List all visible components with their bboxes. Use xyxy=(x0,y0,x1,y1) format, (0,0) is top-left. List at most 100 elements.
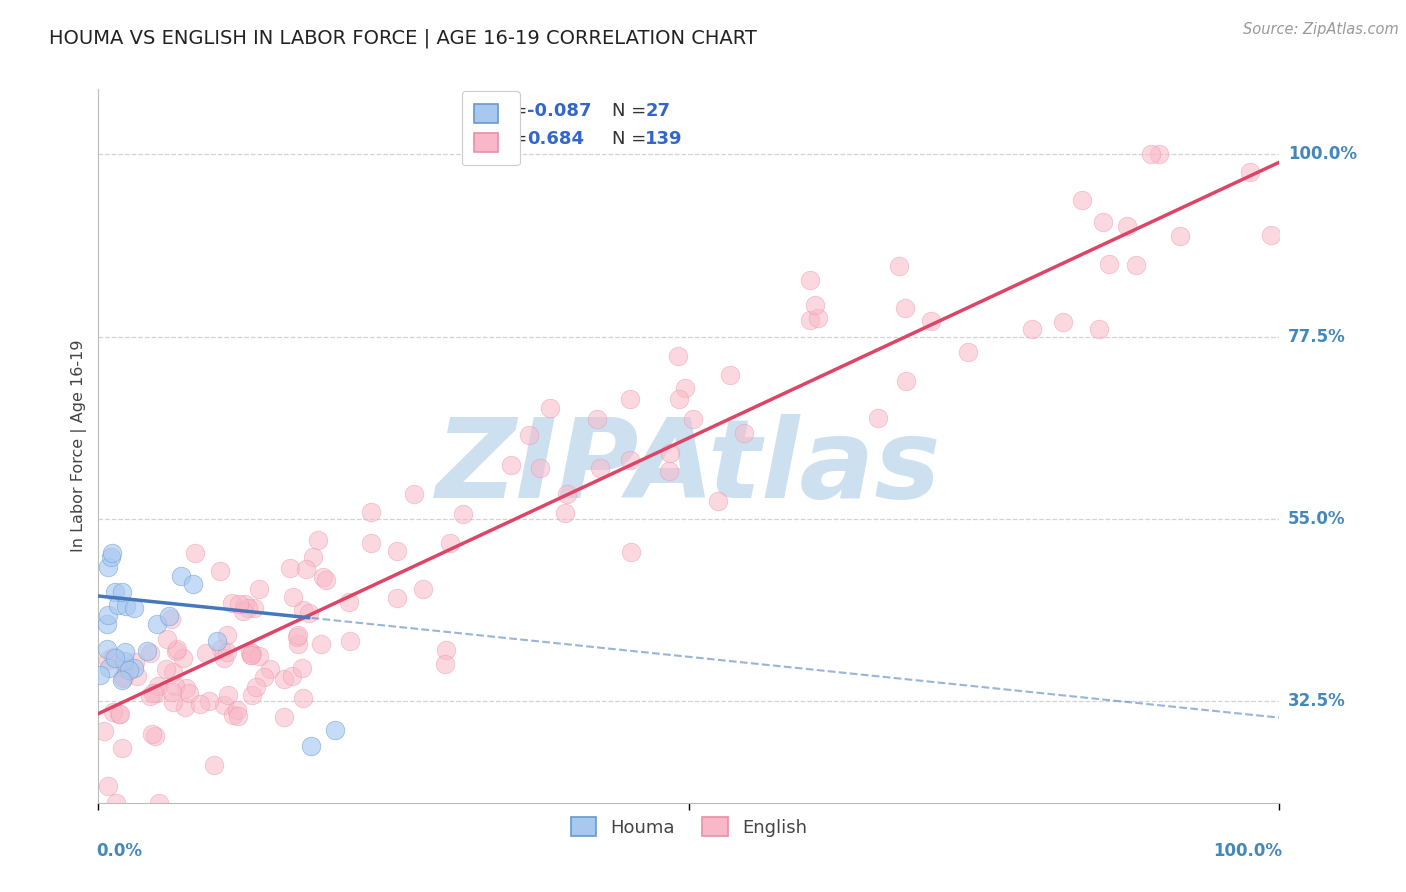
Point xyxy=(619,392,641,406)
Text: -0.087: -0.087 xyxy=(527,102,592,120)
Point xyxy=(165,643,187,657)
Point xyxy=(312,570,335,584)
Text: HOUMA VS ENGLISH IN LABOR FORCE | AGE 16-19 CORRELATION CHART: HOUMA VS ENGLISH IN LABOR FORCE | AGE 16… xyxy=(49,29,756,48)
Point xyxy=(111,673,134,688)
Point xyxy=(97,653,120,667)
Text: 32.5%: 32.5% xyxy=(1288,692,1346,710)
Point xyxy=(673,381,696,395)
Point xyxy=(259,662,281,676)
Text: 139: 139 xyxy=(645,130,683,148)
Point xyxy=(209,641,232,656)
Point xyxy=(287,628,309,642)
Point xyxy=(236,600,259,615)
Point xyxy=(111,740,134,755)
Text: ZIPAtlas: ZIPAtlas xyxy=(436,414,942,521)
Point xyxy=(111,671,134,685)
Point xyxy=(247,582,270,596)
Text: N =: N = xyxy=(612,130,647,148)
Point xyxy=(1088,321,1111,335)
Point xyxy=(194,646,217,660)
Text: 100.0%: 100.0% xyxy=(1213,842,1282,860)
Point xyxy=(1125,258,1147,272)
Point xyxy=(1052,315,1074,329)
Point xyxy=(166,641,188,656)
Point xyxy=(111,585,134,599)
Point xyxy=(619,452,641,467)
Point xyxy=(114,661,136,675)
Point xyxy=(957,345,980,359)
Point xyxy=(620,545,643,559)
Y-axis label: In Labor Force | Age 16-19: In Labor Force | Age 16-19 xyxy=(72,340,87,552)
Point xyxy=(285,630,308,644)
Point xyxy=(434,657,457,671)
Point xyxy=(1260,227,1282,242)
Point xyxy=(141,727,163,741)
Point xyxy=(110,706,132,721)
Point xyxy=(718,368,741,383)
Text: R =: R = xyxy=(494,102,527,120)
Point xyxy=(145,686,167,700)
Point xyxy=(163,679,186,693)
Text: 100.0%: 100.0% xyxy=(1288,145,1357,163)
Point xyxy=(155,662,177,676)
Point xyxy=(668,349,690,363)
Point xyxy=(97,779,120,793)
Point xyxy=(96,617,118,632)
Text: R =: R = xyxy=(494,130,527,148)
Point xyxy=(253,670,276,684)
Point xyxy=(1239,165,1261,179)
Point xyxy=(122,661,145,675)
Legend: Houma, English: Houma, English xyxy=(564,809,814,844)
Point xyxy=(225,703,247,717)
Point xyxy=(501,458,523,472)
Point xyxy=(181,577,204,591)
Point xyxy=(212,651,235,665)
Point xyxy=(385,543,408,558)
Point xyxy=(205,633,228,648)
Text: 27: 27 xyxy=(645,102,671,120)
Point xyxy=(145,730,167,744)
Point xyxy=(188,698,211,712)
Point xyxy=(172,650,194,665)
Point xyxy=(103,650,125,665)
Point xyxy=(589,461,612,475)
Point xyxy=(98,661,121,675)
Point xyxy=(291,661,314,675)
Point xyxy=(889,259,911,273)
Point xyxy=(112,654,135,668)
Point xyxy=(586,412,609,426)
Point xyxy=(157,609,180,624)
Point xyxy=(707,494,730,508)
Point xyxy=(125,668,148,682)
Point xyxy=(295,562,318,576)
Point xyxy=(658,464,681,478)
Point xyxy=(107,598,129,612)
Point xyxy=(337,595,360,609)
Point xyxy=(1115,219,1137,234)
Point xyxy=(799,313,821,327)
Point xyxy=(273,710,295,724)
Point xyxy=(173,700,195,714)
Point xyxy=(439,536,461,550)
Point xyxy=(291,603,314,617)
Point xyxy=(278,561,301,575)
Point xyxy=(114,645,136,659)
Point xyxy=(146,617,169,632)
Point xyxy=(402,487,425,501)
Point xyxy=(89,668,111,682)
Point xyxy=(215,644,238,658)
Point xyxy=(273,672,295,686)
Point xyxy=(146,679,169,693)
Point xyxy=(1139,147,1161,161)
Point xyxy=(309,636,332,650)
Text: N =: N = xyxy=(612,102,647,120)
Point xyxy=(920,314,942,328)
Text: 0.684: 0.684 xyxy=(527,130,583,148)
Point xyxy=(122,601,145,615)
Point xyxy=(93,724,115,739)
Point xyxy=(360,536,382,550)
Point xyxy=(226,709,249,723)
Point xyxy=(247,649,270,664)
Point xyxy=(112,670,135,684)
Point xyxy=(529,461,551,475)
